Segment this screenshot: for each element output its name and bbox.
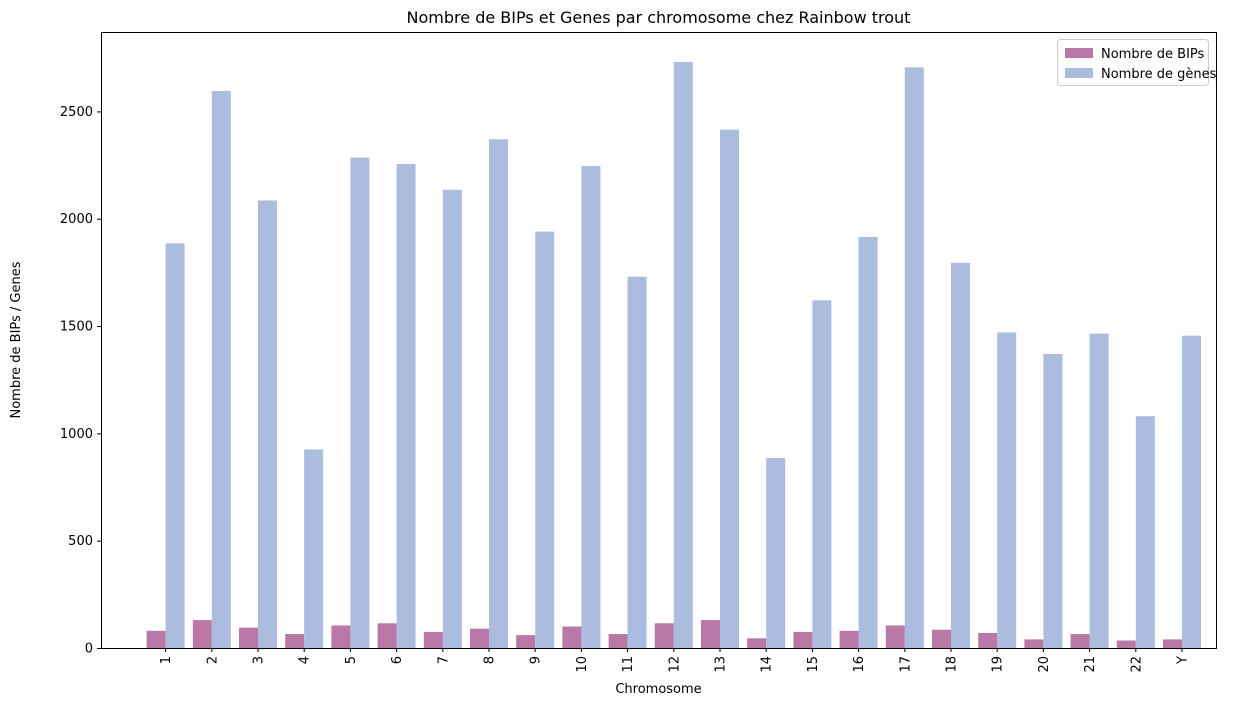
x-tick-label: 3 <box>252 656 267 664</box>
legend-label: Nombre de BIPs <box>1101 47 1205 62</box>
genes-bar-4 <box>304 449 324 648</box>
genes-bar-5 <box>350 157 370 648</box>
genes-bar-12 <box>673 62 693 649</box>
x-axis: 1 2 3 4 5 6 7 8 9 10 11 12 13 14 15 16 17 18 19 20 21 22 Y <box>159 648 1191 673</box>
y-axis: 0 500 1000 1500 2000 2500 <box>60 105 101 657</box>
y-tick-label: 500 <box>68 534 93 549</box>
bips-bar-9 <box>516 635 536 648</box>
y-tick-label: 2500 <box>60 105 93 120</box>
bips-bar-18 <box>932 629 951 648</box>
bips-bar-15 <box>793 631 813 648</box>
y-tick-label: 2000 <box>60 212 93 227</box>
bips-bar-5 <box>331 625 351 648</box>
x-tick-label: 5 <box>344 656 359 664</box>
x-tick-label: 21 <box>1083 656 1098 673</box>
genes-bar-8 <box>489 139 508 648</box>
y-axis-label: Nombre de BIPs / Genes <box>9 261 24 418</box>
x-tick-label: 18 <box>945 656 960 673</box>
bips-bar-8 <box>470 628 489 648</box>
plot-frame <box>101 32 1217 649</box>
genes-bar-10 <box>581 166 601 648</box>
x-tick-label: 10 <box>575 656 590 673</box>
genes-bar-1 <box>165 243 185 649</box>
bips-bar-7 <box>423 631 443 648</box>
genes-bar-20 <box>1043 353 1063 648</box>
genes-bar-17 <box>904 67 924 649</box>
bips-bar-21 <box>1070 634 1090 648</box>
bips-bar-Y <box>1163 639 1182 648</box>
bips-bar-11 <box>608 634 628 648</box>
chart-title: Nombre de BIPs et Genes par chromosome c… <box>407 8 911 27</box>
genes-bar-11 <box>627 276 647 648</box>
x-tick-label: 17 <box>898 656 913 673</box>
x-tick-label: 6 <box>390 656 405 664</box>
bips-bar-16 <box>839 630 859 648</box>
x-tick-label: 13 <box>714 656 729 673</box>
x-axis-label: Chromosome <box>615 682 701 697</box>
x-tick-label: 20 <box>1037 656 1052 673</box>
bips-bar-10 <box>562 626 582 648</box>
genes-bar-14 <box>766 458 786 648</box>
genes-bar-3 <box>258 200 277 649</box>
bips-bar-22 <box>1116 640 1136 648</box>
x-tick-label: 9 <box>529 656 544 664</box>
bips-bar-14 <box>747 638 767 648</box>
genes-bar-2 <box>211 91 231 648</box>
x-tick-label: 4 <box>298 656 313 664</box>
genes-bar-13 <box>720 129 739 648</box>
bips-bar-13 <box>701 620 720 648</box>
bips-bar-17 <box>885 625 905 648</box>
y-tick-label: 1000 <box>60 427 93 442</box>
legend-swatch <box>1065 68 1093 78</box>
genes-bar-16 <box>858 236 878 648</box>
genes-bar-22 <box>1135 416 1155 648</box>
x-tick-label: 11 <box>621 656 636 673</box>
genes-bar-19 <box>997 332 1017 648</box>
bips-bar-2 <box>192 620 212 648</box>
x-tick-label: 7 <box>436 656 451 664</box>
genes-bar-Y <box>1182 335 1201 648</box>
bips-bar-20 <box>1024 639 1044 648</box>
genes-bar-18 <box>951 262 970 648</box>
genes-bar-9 <box>535 231 555 649</box>
bips-bar-4 <box>285 634 305 648</box>
x-tick-label: 15 <box>806 656 821 673</box>
bips-bar-6 <box>377 623 397 648</box>
genes-bar-21 <box>1089 333 1109 648</box>
y-tick-label: 1500 <box>60 320 93 335</box>
x-tick-label: 1 <box>159 656 174 664</box>
bars-layer <box>146 62 1201 649</box>
genes-bar-15 <box>812 300 832 648</box>
legend-label: Nombre de gènes <box>1101 67 1217 82</box>
x-tick-label: 16 <box>852 656 867 673</box>
bips-bar-3 <box>239 627 258 648</box>
legend: Nombre de BIPs Nombre de gènes <box>1057 39 1217 86</box>
y-tick-label: 0 <box>85 642 93 657</box>
x-tick-label: Y <box>1176 656 1191 665</box>
legend-swatch <box>1065 48 1093 58</box>
genes-bar-6 <box>396 164 416 648</box>
x-tick-label: 12 <box>667 656 682 673</box>
legend-box <box>1057 39 1209 86</box>
x-tick-label: 19 <box>991 656 1006 673</box>
x-tick-label: 14 <box>760 656 775 673</box>
x-tick-label: 8 <box>483 656 498 664</box>
bips-bar-1 <box>146 630 166 648</box>
x-tick-label: 22 <box>1129 656 1144 673</box>
x-tick-label: 2 <box>205 656 220 664</box>
bips-bar-12 <box>654 623 674 648</box>
bips-bar-19 <box>978 632 998 648</box>
genes-bar-7 <box>442 189 462 648</box>
